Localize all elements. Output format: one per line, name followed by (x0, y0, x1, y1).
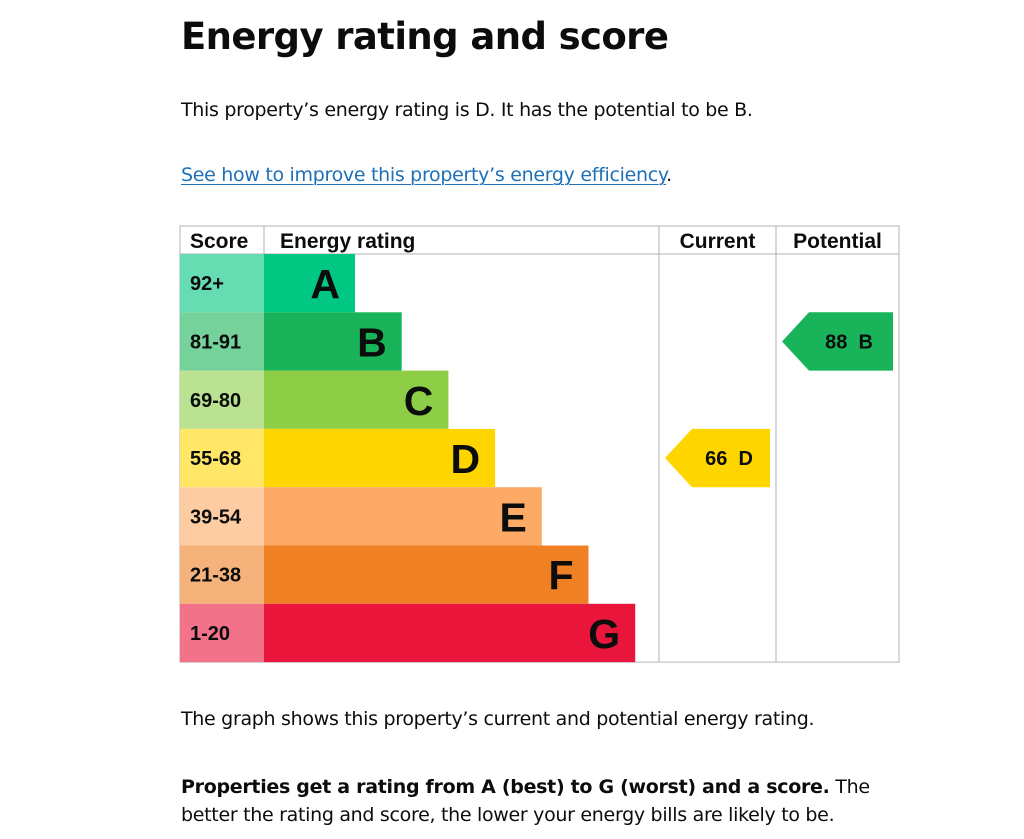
potential-rating-marker-arrow (782, 312, 893, 371)
rating-letter: E (499, 494, 526, 540)
score-cell-bg (180, 370, 264, 429)
rating-band-a: 92+ A (180, 254, 355, 313)
rating-letter: F (548, 553, 573, 599)
rating-band-c: 69-80 C (180, 370, 449, 429)
energy-rating-chart: Score Energy rating Current Potential 92… (179, 225, 900, 663)
rating-bar (264, 603, 636, 663)
energy-rating-summary: This property’s energy rating is D. It h… (181, 99, 753, 121)
graph-description: The graph shows this property’s current … (181, 708, 815, 730)
rating-bar (264, 254, 355, 313)
current-rating-marker: 66 D (665, 428, 770, 488)
rating-bar (264, 487, 542, 546)
rating-bar (264, 428, 496, 488)
rating-explanation-bold: Properties get a rating from A (best) to… (181, 776, 830, 798)
rating-markers: 66 D 88 B (665, 312, 893, 488)
rating-band-e: 39-54 E (180, 487, 542, 546)
score-range-label: 1-20 (190, 623, 230, 645)
rating-explanation-rest: The better the rating and score, the low… (181, 776, 870, 826)
rating-letter: C (404, 378, 434, 424)
page-title: Energy rating and score (181, 15, 669, 58)
column-header-energy-rating: Energy rating (280, 230, 415, 253)
score-cell-bg (180, 254, 264, 313)
rating-band-f: 21-38 F (180, 545, 589, 604)
column-header-potential: Potential (793, 230, 882, 253)
column-header-score: Score (190, 230, 248, 253)
current-rating-marker-arrow (665, 428, 770, 488)
score-range-label: 69-80 (190, 390, 241, 412)
rating-letter: D (450, 436, 480, 482)
score-range-label: 39-54 (190, 506, 242, 528)
score-cell-bg (180, 487, 264, 546)
rating-bar (264, 312, 402, 371)
rating-letter: B (357, 319, 387, 365)
current-rating-marker-label: 66 D (705, 448, 753, 470)
rating-letter: G (588, 611, 620, 657)
rating-band-g: 1-20 G (180, 603, 636, 663)
column-header-current: Current (680, 230, 756, 253)
score-range-label: 81-91 (190, 331, 241, 353)
rating-explanation: Properties get a rating from A (best) to… (181, 773, 921, 829)
chart-header: Score Energy rating Current Potential (190, 230, 882, 253)
score-cell-bg (180, 312, 264, 371)
rating-bands: 92+ A 81-91 B 69-80 C 55-68 D 39-54 E 21-38 F 1-20 G (180, 254, 636, 663)
score-cell-bg (180, 545, 264, 604)
potential-rating-marker: 88 B (782, 312, 893, 371)
rating-band-b: 81-91 B (180, 312, 402, 371)
score-cell-bg (180, 603, 264, 663)
score-cell-bg (180, 428, 264, 488)
rating-band-d: 55-68 D (180, 428, 496, 488)
improve-energy-efficiency-link[interactable]: See how to improve this property’s energ… (181, 164, 667, 186)
rating-bar (264, 370, 449, 429)
improve-link-paragraph: See how to improve this property’s energ… (181, 164, 672, 186)
link-trailing-punctuation: . (666, 164, 672, 186)
potential-rating-marker-label: 88 B (825, 331, 873, 353)
rating-letter: A (310, 261, 340, 307)
score-range-label: 92+ (190, 273, 224, 295)
score-range-label: 21-38 (190, 565, 241, 587)
score-range-label: 55-68 (190, 448, 241, 470)
rating-bar (264, 545, 589, 604)
